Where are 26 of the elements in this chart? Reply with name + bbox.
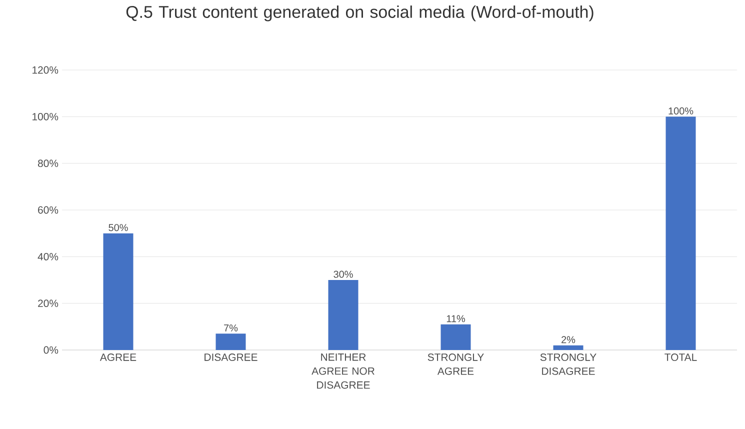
y-tick-label: 0%	[44, 346, 58, 354]
x-tick-label: AGREE	[100, 354, 136, 361]
x-tick-label: TOTAL	[664, 354, 697, 361]
x-tick-label: STRONGLY AGREE	[428, 354, 484, 375]
chart-title: Q.5 Trust content generated on social media (Word-of-mouth)	[126, 6, 594, 22]
y-tick-label: 60%	[38, 206, 58, 214]
data-label: 2%	[562, 336, 576, 344]
data-label: 50%	[108, 224, 128, 232]
y-tick-label: 120%	[32, 66, 58, 74]
y-tick-label: 40%	[38, 252, 58, 260]
bar	[553, 345, 584, 350]
bar	[103, 233, 134, 350]
y-tick-label: 100%	[32, 112, 58, 120]
bar	[440, 324, 471, 350]
bar	[216, 334, 246, 350]
x-tick-label: STRONGLY DISAGREE	[540, 354, 596, 375]
bar	[328, 280, 358, 350]
x-tick-label: NEITHER AGREE NOR DISAGREE	[312, 354, 374, 389]
y-tick-label: 20%	[38, 300, 58, 308]
data-label: 100%	[668, 107, 694, 114]
bar	[666, 116, 696, 350]
y-tick-label: 80%	[38, 160, 58, 168]
data-label: 7%	[224, 324, 238, 332]
data-label: 11%	[446, 315, 466, 322]
x-tick-label: DISAGREE	[204, 354, 258, 361]
data-label: 30%	[334, 270, 353, 278]
